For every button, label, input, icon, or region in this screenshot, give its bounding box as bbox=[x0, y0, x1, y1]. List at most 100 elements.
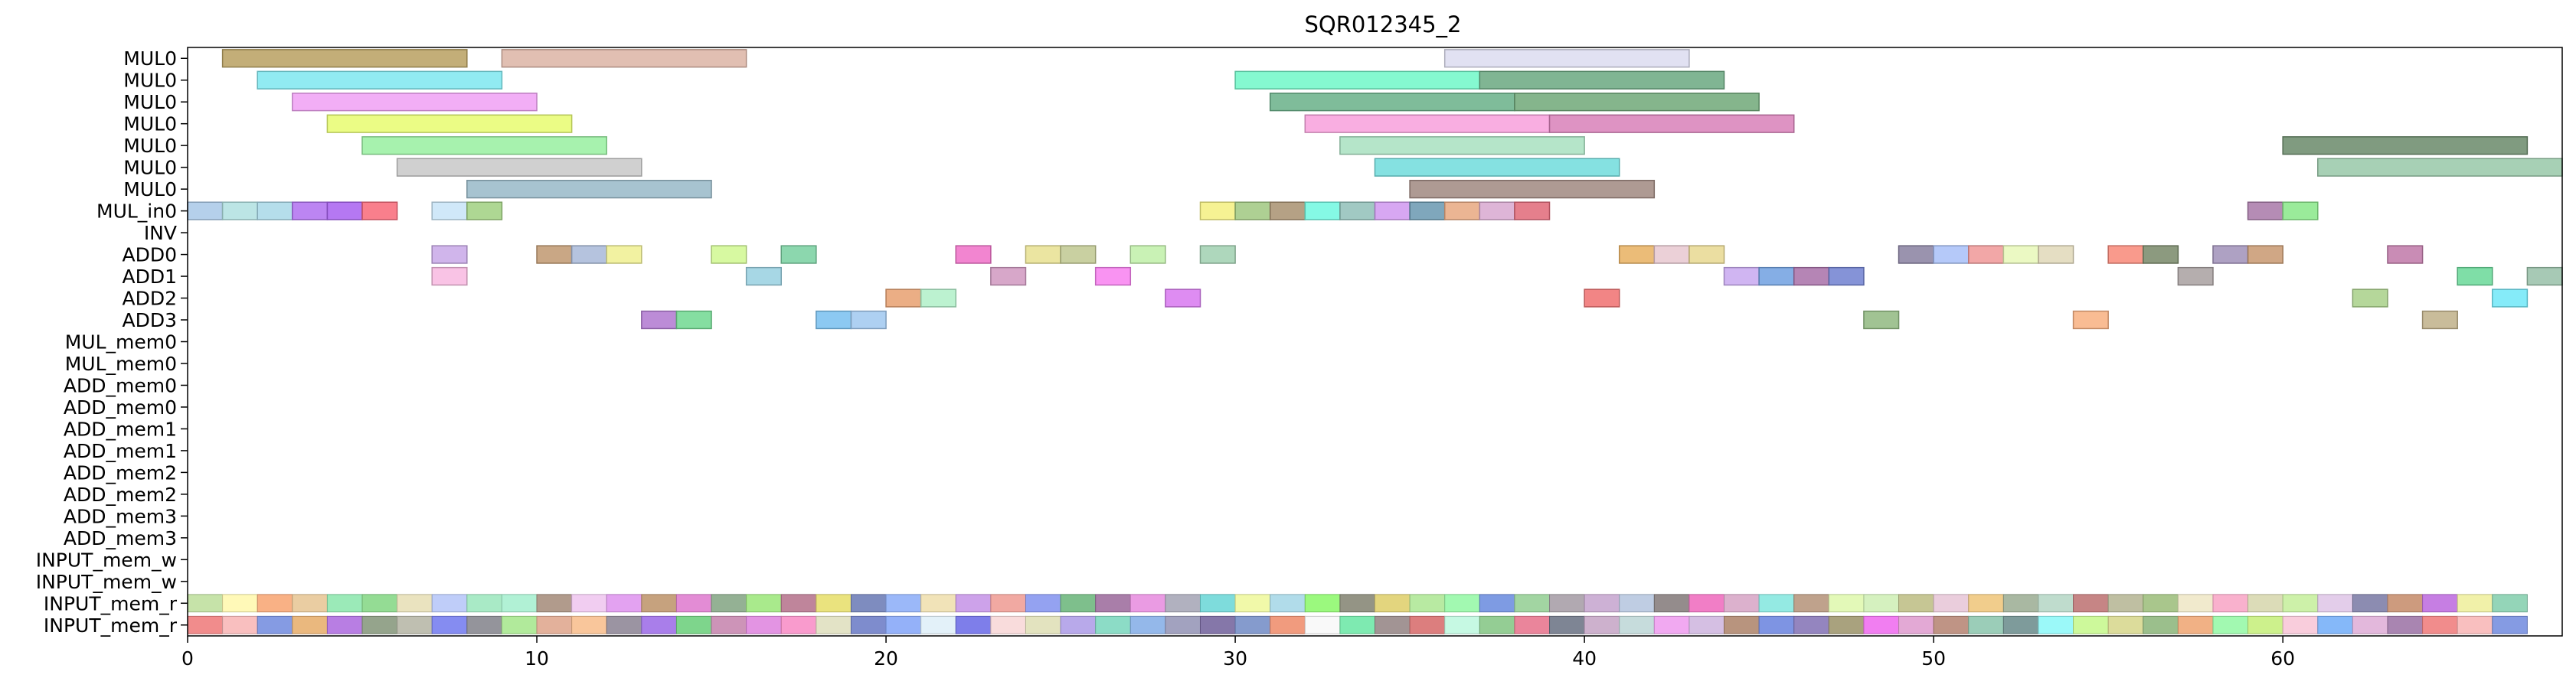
memory-slot bbox=[2247, 594, 2283, 613]
memory-slot bbox=[1549, 594, 1585, 613]
task-bar bbox=[1443, 201, 1481, 220]
task-bar bbox=[606, 245, 642, 264]
memory-slot bbox=[292, 594, 328, 613]
memory-slot bbox=[1199, 615, 1236, 634]
memory-slot bbox=[2492, 594, 2528, 613]
task-bar bbox=[1723, 266, 1760, 286]
memory-slot bbox=[1653, 615, 1690, 634]
memory-slot bbox=[746, 615, 782, 634]
memory-slot bbox=[1793, 594, 1829, 613]
memory-slot bbox=[2143, 615, 2179, 634]
row-label: MUL0 bbox=[123, 47, 177, 70]
memory-slot bbox=[2352, 594, 2388, 613]
task-bar bbox=[2107, 245, 2144, 264]
row-label: ADD1 bbox=[122, 266, 177, 288]
memory-slot bbox=[2387, 615, 2424, 634]
task-bar bbox=[2247, 245, 2283, 264]
task-bar bbox=[1129, 245, 1166, 264]
x-axis: 0 10 20 30 40 50 60 bbox=[181, 636, 2295, 670]
row-label: MUL_mem0 bbox=[65, 353, 177, 375]
task-bar bbox=[1514, 201, 1551, 220]
memory-slot bbox=[1409, 594, 1446, 613]
memory-slot bbox=[2177, 594, 2214, 613]
memory-slot bbox=[326, 615, 363, 634]
memory-slot bbox=[501, 594, 538, 613]
memory-slot bbox=[2317, 615, 2353, 634]
task-bar bbox=[292, 93, 538, 112]
memory-slot bbox=[536, 594, 573, 613]
row-label: MUL_in0 bbox=[96, 200, 177, 223]
task-bar bbox=[257, 201, 293, 220]
memory-slot bbox=[1514, 615, 1551, 634]
row-label: ADD_mem0 bbox=[64, 374, 177, 396]
task-bar bbox=[1479, 201, 1515, 220]
task-bar bbox=[2247, 201, 2283, 220]
memory-slot bbox=[1898, 594, 1934, 613]
memory-slot bbox=[1375, 594, 1411, 613]
memory-slot bbox=[1234, 615, 1271, 634]
memory-slot bbox=[1619, 594, 1655, 613]
x-tick-label: 0 bbox=[181, 647, 194, 670]
task-bar bbox=[2282, 201, 2319, 220]
memory-slot bbox=[1129, 594, 1166, 613]
task-bar bbox=[1304, 201, 1341, 220]
memory-slot bbox=[257, 615, 293, 634]
memory-slot bbox=[2352, 615, 2388, 634]
row-label: ADD_mem1 bbox=[64, 440, 177, 462]
task-bar bbox=[2177, 266, 2214, 286]
memory-slot bbox=[1339, 594, 1376, 613]
task-bar bbox=[1933, 245, 1970, 264]
task-bar bbox=[990, 266, 1027, 286]
row-label: MUL_mem0 bbox=[65, 331, 177, 354]
row-label: INPUT_mem_w bbox=[36, 571, 177, 593]
task-bar bbox=[1863, 310, 1900, 330]
memory-slot bbox=[1129, 615, 1166, 634]
memory-slot bbox=[850, 615, 887, 634]
task-bar bbox=[1898, 245, 1934, 264]
memory-slot bbox=[2143, 594, 2179, 613]
task-bar bbox=[2526, 266, 2563, 286]
task-bar bbox=[850, 310, 887, 330]
memory-slot bbox=[816, 615, 852, 634]
memory-slot bbox=[466, 594, 502, 613]
memory-slot bbox=[990, 615, 1026, 634]
task-bar bbox=[675, 310, 712, 330]
memory-slot bbox=[1584, 615, 1620, 634]
memory-slot bbox=[2457, 615, 2493, 634]
task-bar bbox=[1443, 49, 1690, 68]
memory-slot bbox=[2073, 594, 2109, 613]
memory-slot bbox=[1375, 615, 1411, 634]
task-bar bbox=[745, 266, 782, 286]
memory-slot bbox=[1688, 615, 1725, 634]
x-tick-label: 10 bbox=[525, 647, 549, 670]
row-label: ADD0 bbox=[122, 244, 177, 266]
task-bar bbox=[2072, 310, 2109, 330]
task-bar bbox=[1409, 201, 1446, 220]
task-bar bbox=[221, 49, 468, 68]
memory-slot bbox=[1653, 594, 1690, 613]
task-bar bbox=[1165, 288, 1201, 308]
memory-slot bbox=[1584, 594, 1620, 613]
task-bar bbox=[466, 179, 712, 199]
memory-slot bbox=[816, 594, 852, 613]
memory-slot bbox=[955, 615, 992, 634]
task-bar bbox=[885, 288, 922, 308]
memory-slot bbox=[780, 615, 817, 634]
memory-slot bbox=[955, 594, 992, 613]
memory-slot bbox=[361, 594, 398, 613]
task-bar bbox=[1234, 70, 1481, 90]
memory-slot bbox=[1270, 615, 1306, 634]
task-bar bbox=[2282, 136, 2529, 155]
memory-slot bbox=[746, 594, 782, 613]
row-label: ADD_mem3 bbox=[64, 527, 177, 549]
memory-slot bbox=[222, 594, 258, 613]
memory-slot bbox=[1479, 594, 1515, 613]
task-bar bbox=[501, 49, 747, 68]
memory-slot bbox=[885, 615, 922, 634]
task-bar bbox=[1269, 201, 1306, 220]
memory-slot bbox=[2038, 594, 2074, 613]
memory-slot bbox=[1304, 615, 1341, 634]
task-bar bbox=[1688, 245, 1725, 264]
memory-slot bbox=[780, 594, 817, 613]
task-bar bbox=[466, 201, 503, 220]
